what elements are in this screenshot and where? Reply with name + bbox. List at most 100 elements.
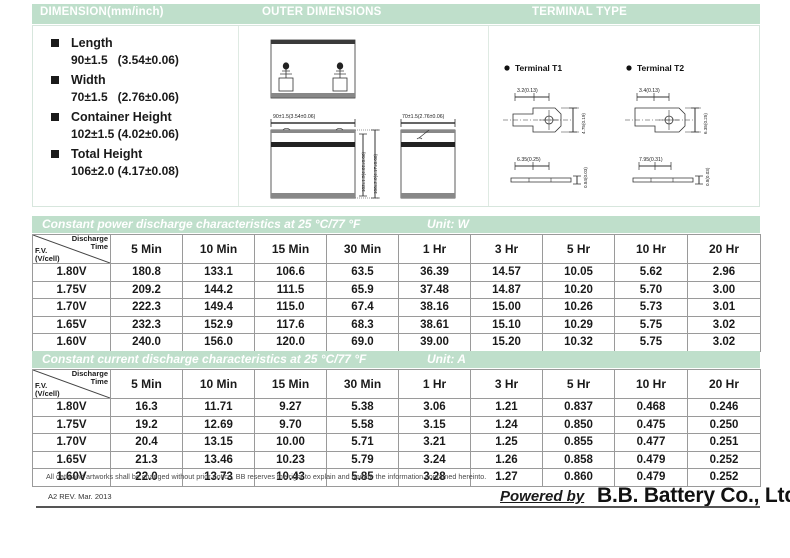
power-table-body: 1.80V 180.8 133.1 106.6 63.5 36.39 14.57 10.05 5… bbox=[32, 263, 761, 352]
data-cell: 133.1 bbox=[182, 263, 255, 282]
data-cell: 5.85 bbox=[326, 468, 399, 487]
dimension-value: 106±2.0 (4.17±0.08) bbox=[71, 164, 179, 178]
fv-cell: 1.80V bbox=[32, 263, 111, 282]
t2-top-width-label: 3.4(0.13) bbox=[639, 88, 660, 94]
terminal-t1-bullet-icon bbox=[504, 65, 510, 71]
data-cell: 0.837 bbox=[542, 398, 615, 417]
data-cell: 5.58 bbox=[326, 415, 399, 434]
data-cell: 115.0 bbox=[254, 298, 327, 317]
current-col-header: 5 Hr bbox=[542, 369, 615, 399]
t1-top-width-label: 3.2(0.13) bbox=[517, 88, 538, 94]
data-cell: 3.21 bbox=[398, 433, 471, 452]
data-cell: 3.28 bbox=[398, 468, 471, 487]
power-col-header: 20 Hr bbox=[687, 234, 761, 264]
data-cell: 37.48 bbox=[398, 280, 471, 299]
outer-dimensions-section-title: OUTER DIMENSIONS bbox=[262, 6, 382, 18]
dimension-label: Length bbox=[71, 36, 113, 50]
corner-discharge-time-label: Discharge Time bbox=[71, 369, 108, 386]
data-cell: 10.32 bbox=[542, 333, 615, 352]
width-dim-label: 70±1.5(2.76±0.06) bbox=[402, 114, 445, 120]
footer-rule bbox=[36, 506, 760, 508]
data-cell: 232.3 bbox=[110, 315, 183, 334]
power-table-row: 1.80V 180.8 133.1 106.6 63.5 36.39 14.57 10.05 5… bbox=[32, 263, 761, 282]
current-banner-title: Constant current discharge characteristi… bbox=[42, 352, 367, 366]
data-cell: 10.05 bbox=[542, 263, 615, 282]
data-cell: 1.26 bbox=[470, 450, 543, 469]
current-table-corner-cell: Discharge Time F.V. (V/cell) bbox=[32, 369, 111, 399]
total-height-dim-label: 106±2.0(4.17±0.08) bbox=[373, 153, 378, 194]
revision-label: A2 REV. Mar. 2013 bbox=[48, 492, 112, 501]
data-cell: 15.20 bbox=[470, 333, 543, 352]
data-cell: 222.3 bbox=[110, 298, 183, 317]
data-cell: 0.860 bbox=[542, 468, 615, 487]
corner-fv-label: F.V. (V/cell) bbox=[35, 246, 60, 263]
data-cell: 3.02 bbox=[687, 315, 761, 334]
data-cell: 12.69 bbox=[182, 415, 255, 434]
current-table-row: 1.80V 16.3 11.71 9.27 5.38 3.06 1.21 0.837 0.468… bbox=[32, 398, 761, 417]
corner-fv-label: F.V. (V/cell) bbox=[35, 381, 60, 398]
dimension-section-title: DIMENSION(mm/inch) bbox=[40, 6, 164, 18]
power-col-header: 5 Hr bbox=[542, 234, 615, 264]
data-cell: 0.468 bbox=[614, 398, 688, 417]
data-cell: 0.855 bbox=[542, 433, 615, 452]
data-cell: 0.479 bbox=[614, 468, 688, 487]
current-table-header-row: Discharge Time F.V. (V/cell) 5 Min 10 Mi… bbox=[32, 369, 761, 399]
fv-cell: 1.65V bbox=[32, 450, 111, 469]
data-cell: 111.5 bbox=[254, 280, 327, 299]
power-col-header: 3 Hr bbox=[470, 234, 543, 264]
power-col-header: 1 Hr bbox=[398, 234, 471, 264]
power-col-header: 30 Min bbox=[326, 234, 399, 264]
data-cell: 68.3 bbox=[326, 315, 399, 334]
data-cell: 149.4 bbox=[182, 298, 255, 317]
data-cell: 5.75 bbox=[614, 333, 688, 352]
dimension-item-total-height: Total Height 106±2.0 (4.17±0.08) bbox=[45, 145, 250, 180]
data-cell: 11.71 bbox=[182, 398, 255, 417]
terminal-drawings: Terminal T1 bbox=[493, 30, 755, 206]
data-cell: 3.00 bbox=[687, 280, 761, 299]
data-cell: 10.20 bbox=[542, 280, 615, 299]
current-banner-unit: Unit: A bbox=[427, 352, 466, 366]
panel-divider-1 bbox=[238, 26, 239, 206]
power-col-header: 15 Min bbox=[254, 234, 327, 264]
terminal-t1-label: Terminal T1 bbox=[515, 63, 562, 73]
current-col-header: 15 Min bbox=[254, 369, 327, 399]
data-cell: 13.15 bbox=[182, 433, 255, 452]
fv-cell: 1.60V bbox=[32, 468, 111, 487]
terminal-t2-label: Terminal T2 bbox=[637, 63, 684, 73]
current-table-banner: Constant current discharge characteristi… bbox=[32, 351, 760, 368]
container-height-dim-label: 102±1.5(4.02±0.06) bbox=[361, 151, 366, 192]
dimension-value: 70±1.5 (2.76±0.06) bbox=[71, 90, 179, 104]
data-cell: 38.16 bbox=[398, 298, 471, 317]
data-cell: 1.21 bbox=[470, 398, 543, 417]
current-table-row: 1.60V 22.0 13.73 10.43 5.85 3.28 1.27 0.860 0.47… bbox=[32, 468, 761, 487]
power-table-row: 1.60V 240.0 156.0 120.0 69.0 39.00 15.20 10.32 5… bbox=[32, 333, 761, 352]
diagonal-divider-icon bbox=[33, 235, 110, 263]
dimension-list: Length 90±1.5 (3.54±0.06) Width 70±1.5 (… bbox=[45, 34, 250, 182]
terminal-type-section-title: TERMINAL TYPE bbox=[532, 6, 628, 18]
data-cell: 63.5 bbox=[326, 263, 399, 282]
data-cell: 10.26 bbox=[542, 298, 615, 317]
current-col-header: 10 Hr bbox=[614, 369, 688, 399]
data-cell: 106.6 bbox=[254, 263, 327, 282]
current-table-body: 1.80V 16.3 11.71 9.27 5.38 3.06 1.21 0.837 0.468… bbox=[32, 398, 761, 487]
dimension-item-length: Length 90±1.5 (3.54±0.06) bbox=[45, 34, 250, 69]
data-cell: 0.850 bbox=[542, 415, 615, 434]
data-cell: 5.71 bbox=[326, 433, 399, 452]
current-col-header: 3 Hr bbox=[470, 369, 543, 399]
data-cell: 5.62 bbox=[614, 263, 688, 282]
panel-divider-2 bbox=[488, 26, 489, 206]
power-col-header: 5 Min bbox=[110, 234, 183, 264]
data-cell: 65.9 bbox=[326, 280, 399, 299]
diagonal-divider-icon bbox=[33, 370, 110, 398]
dimension-value: 102±1.5 (4.02±0.06) bbox=[71, 127, 179, 141]
dimension-item-width: Width 70±1.5 (2.76±0.06) bbox=[45, 71, 250, 106]
t2-bottom-height-label: 0.8(0.03) bbox=[705, 167, 710, 186]
current-col-header: 5 Min bbox=[110, 369, 183, 399]
current-table-row: 1.70V 20.4 13.15 10.00 5.71 3.21 1.25 0.855 0.47… bbox=[32, 433, 761, 452]
fv-cell: 1.70V bbox=[32, 433, 111, 452]
fv-cell: 1.75V bbox=[32, 415, 111, 434]
data-cell: 3.02 bbox=[687, 333, 761, 352]
power-banner-unit: Unit: W bbox=[427, 217, 469, 231]
data-cell: 0.250 bbox=[687, 415, 761, 434]
data-cell: 0.858 bbox=[542, 450, 615, 469]
